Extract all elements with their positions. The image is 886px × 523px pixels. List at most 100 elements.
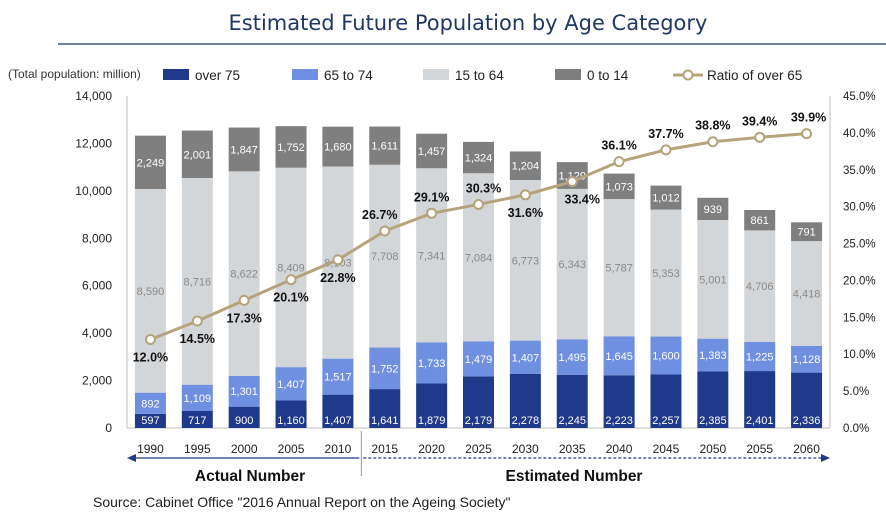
ratio-label: 30.3% bbox=[466, 181, 501, 195]
bar-value-label: 8,622 bbox=[230, 269, 258, 281]
ratio-label: 12.0% bbox=[133, 350, 168, 364]
bar-value-label: 5,353 bbox=[652, 268, 680, 280]
ratio-point bbox=[801, 128, 813, 140]
y-right-tick-label: 30.0% bbox=[843, 202, 876, 214]
bar-value-label: 1,128 bbox=[793, 354, 821, 366]
ratio-point bbox=[566, 176, 578, 188]
y-right-tick-label: 45.0% bbox=[843, 91, 876, 103]
bar-segment bbox=[744, 371, 776, 428]
bar-value-label: 1,752 bbox=[277, 142, 305, 154]
bar-value-label: 2,336 bbox=[793, 415, 821, 427]
bar-value-label: 717 bbox=[188, 415, 206, 427]
bar-segment bbox=[275, 167, 307, 368]
bar-value-label: 1,012 bbox=[652, 193, 680, 205]
bar-value-label: 4,418 bbox=[793, 288, 821, 300]
bar-value-label: 8,590 bbox=[137, 286, 165, 298]
ratio-label: 38.8% bbox=[695, 119, 730, 133]
bar-value-label: 6,773 bbox=[512, 255, 540, 267]
bar-value-label: 1,600 bbox=[652, 351, 680, 363]
bar-segment bbox=[650, 185, 682, 210]
bar-value-label: 7,084 bbox=[465, 252, 493, 264]
legend-swatch bbox=[555, 69, 581, 80]
bar-segment bbox=[603, 173, 635, 200]
y-right-tick-label: 0.0% bbox=[843, 423, 869, 435]
x-tick-label: 2055 bbox=[746, 442, 773, 456]
bar-segment bbox=[791, 222, 823, 242]
axes: 0 2,000 4,000 6,000 8,000 10,000 12,000 14,000 0… bbox=[75, 89, 875, 456]
bar-segment bbox=[134, 188, 166, 393]
ratio-point bbox=[332, 254, 344, 266]
x-tick-label: 2035 bbox=[559, 442, 586, 456]
bar-value-label: 892 bbox=[141, 398, 159, 410]
bar-segment bbox=[791, 372, 823, 428]
x-tick-label: 1990 bbox=[137, 442, 164, 456]
legend-swatch bbox=[423, 69, 449, 80]
bar-segment bbox=[463, 341, 494, 377]
bar-segment bbox=[181, 384, 213, 411]
bar-value-label: 1,495 bbox=[558, 352, 586, 364]
x-tick-label: 2040 bbox=[606, 442, 633, 456]
bar-segment bbox=[228, 127, 260, 172]
bar-segment bbox=[791, 241, 823, 346]
bar-segment bbox=[650, 209, 682, 337]
legend-label: 65 to 74 bbox=[324, 68, 373, 83]
x-tick-label: 2060 bbox=[793, 442, 820, 456]
estimated-number-label: Estimated Number bbox=[506, 468, 643, 485]
bar-segment bbox=[416, 383, 448, 428]
x-tick-label: 2030 bbox=[512, 442, 539, 456]
bar-value-label: 1,641 bbox=[371, 415, 399, 427]
bar-segment bbox=[556, 374, 588, 428]
y-right-tick-label: 40.0% bbox=[843, 128, 876, 140]
y-right-tick-label: 20.0% bbox=[843, 275, 876, 287]
bar-value-label: 2,179 bbox=[465, 415, 493, 427]
bar-value-label: 2,278 bbox=[512, 415, 540, 427]
bar-value-label: 5,787 bbox=[605, 263, 633, 275]
bar-segment bbox=[603, 375, 635, 428]
bar-value-label: 1,457 bbox=[418, 146, 446, 158]
x-tick-label: 1995 bbox=[184, 442, 211, 456]
bar-value-label: 2,401 bbox=[746, 415, 774, 427]
bar-segment bbox=[650, 336, 682, 375]
bar-segment bbox=[556, 339, 588, 375]
bar-value-label: 1,611 bbox=[371, 141, 398, 153]
bar-value-label: 1,879 bbox=[418, 415, 446, 427]
bar-segment bbox=[509, 151, 541, 180]
bar-value-label: 1,407 bbox=[512, 352, 540, 364]
ratio-point bbox=[613, 156, 625, 168]
y-left-tick-label: 4,000 bbox=[82, 326, 112, 340]
bar-segment bbox=[416, 342, 448, 384]
bar-segment bbox=[509, 340, 541, 374]
ratio-label: 31.6% bbox=[508, 206, 543, 220]
bar-segment bbox=[791, 345, 823, 373]
y-left-tick-label: 6,000 bbox=[82, 279, 112, 293]
legend-label: 15 to 64 bbox=[455, 68, 504, 83]
ratio-point bbox=[660, 144, 672, 156]
bar-segment bbox=[744, 342, 776, 372]
bar-segment bbox=[603, 336, 635, 376]
bar-value-label: 597 bbox=[141, 415, 159, 427]
bar-segment bbox=[181, 130, 213, 179]
ratio-point bbox=[379, 225, 391, 237]
y-left-tick-label: 10,000 bbox=[75, 184, 112, 198]
y-left-tick-label: 14,000 bbox=[75, 89, 112, 103]
bar-segment bbox=[697, 220, 729, 339]
ratio-point bbox=[238, 294, 250, 306]
bar-value-label: 1,109 bbox=[184, 393, 212, 405]
ratio-line: 12.0% 14.5% 17.3% 20.1% 22.8% 26.7% 29.1% 30.3%… bbox=[133, 111, 827, 365]
bar-segment bbox=[369, 164, 401, 348]
ratio-label: 22.8% bbox=[320, 271, 355, 285]
y-left-tick-label: 0 bbox=[105, 421, 112, 435]
bar-segment bbox=[463, 141, 494, 174]
bar-value-label: 1,752 bbox=[371, 363, 399, 375]
x-tick-label: 2050 bbox=[699, 442, 726, 456]
bar-segment bbox=[744, 230, 776, 343]
legend-label: over 75 bbox=[195, 68, 240, 83]
ratio-label: 17.3% bbox=[226, 311, 261, 325]
bar-segment bbox=[509, 373, 541, 428]
legend-label: Ratio of over 65 bbox=[707, 68, 802, 83]
bar-value-label: 900 bbox=[235, 415, 253, 427]
bar-value-label: 1,324 bbox=[465, 153, 493, 165]
ratio-label: 39.9% bbox=[791, 111, 826, 125]
ratio-label: 36.1% bbox=[601, 139, 636, 153]
ratio-point bbox=[519, 189, 531, 201]
